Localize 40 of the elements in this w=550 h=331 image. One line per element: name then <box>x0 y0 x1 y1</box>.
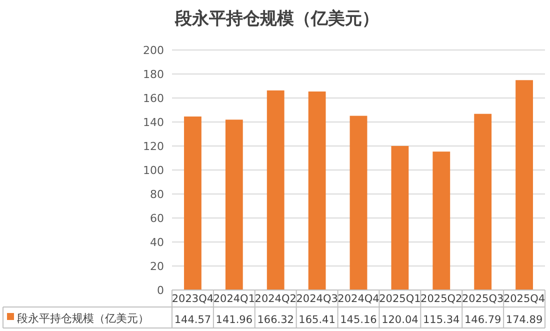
x-tick-label: 2024Q3 <box>296 293 338 305</box>
x-tick-label: 2025Q2 <box>420 293 462 305</box>
data-label: 165.41 <box>298 314 336 326</box>
y-tick-label: 100 <box>143 164 164 177</box>
chart-title: 段永平持仓规模（亿美元） <box>174 9 379 29</box>
bar <box>474 114 492 290</box>
legend-label: 段永平持仓规模（亿美元） <box>17 312 149 325</box>
bar <box>432 152 450 290</box>
x-tick-label: 2024Q2 <box>254 293 296 305</box>
y-tick-label: 60 <box>150 212 164 225</box>
data-label: 146.79 <box>464 314 502 326</box>
x-tick-label: 2024Q1 <box>213 293 256 305</box>
data-label: 141.96 <box>216 314 253 326</box>
x-tick-label: 2023Q4 <box>172 293 214 305</box>
bar <box>225 120 243 290</box>
y-tick-label: 180 <box>143 68 164 81</box>
y-tick-label: 160 <box>143 92 164 105</box>
y-tick-label: 0 <box>157 284 164 297</box>
x-tick-label: 2025Q4 <box>503 293 546 305</box>
y-tick-label: 80 <box>150 188 164 201</box>
data-label: 174.89 <box>506 314 543 326</box>
x-tick-label: 2025Q1 <box>379 293 421 305</box>
data-label: 144.57 <box>174 314 212 326</box>
bar <box>516 80 533 290</box>
y-tick-label: 200 <box>143 44 164 57</box>
bar <box>308 92 326 290</box>
y-tick-label: 40 <box>150 236 164 249</box>
x-tick-label: 2024Q4 <box>338 293 380 305</box>
x-tick-label: 2025Q3 <box>462 293 504 305</box>
data-label: 120.04 <box>382 314 419 326</box>
data-label: 115.34 <box>423 314 460 326</box>
bar <box>391 146 409 290</box>
y-tick-label: 140 <box>143 116 164 129</box>
bar <box>350 116 368 290</box>
y-tick-label: 20 <box>150 260 164 273</box>
data-label: 166.32 <box>257 314 294 326</box>
bar <box>266 90 284 290</box>
data-label: 145.16 <box>340 314 378 326</box>
y-tick-label: 120 <box>143 140 164 153</box>
bar <box>184 116 202 290</box>
